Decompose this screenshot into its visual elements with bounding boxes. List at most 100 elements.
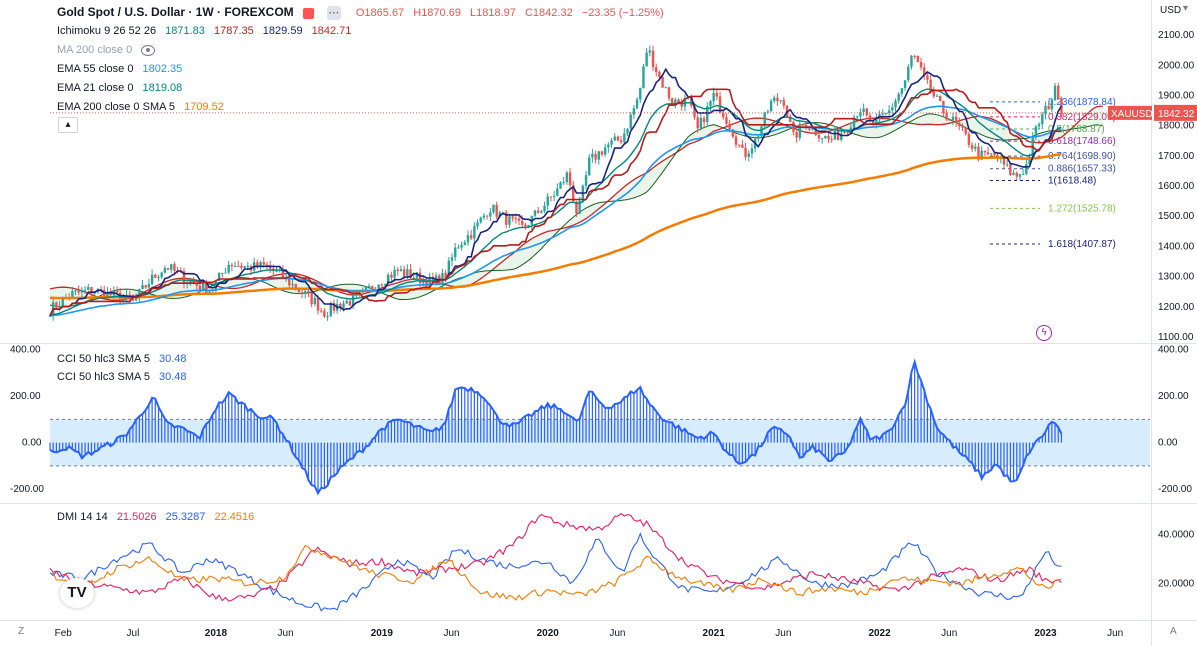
candle-body — [603, 147, 607, 155]
candle-body — [262, 262, 265, 265]
dmi-legend[interactable]: DMI 14 14 21.5026 25.3287 22.4516 — [57, 511, 260, 524]
cci-tick-label: 200.00 — [1158, 391, 1189, 402]
candle-body — [527, 225, 530, 227]
candle-body — [345, 300, 348, 304]
candle-body — [836, 131, 840, 140]
ema21-legend[interactable]: EMA 21 close 0 1819.08 — [57, 82, 188, 95]
candle-body — [846, 132, 849, 134]
candle-body — [814, 127, 817, 136]
candle-body — [588, 157, 591, 176]
candle-body — [731, 129, 734, 137]
symbol-title[interactable]: Gold Spot / U.S. Dollar · 1W · FOREXCOM — [57, 5, 294, 19]
candle-body — [103, 290, 106, 299]
dmi-tick-label: 20.0000 — [1158, 578, 1195, 589]
collapse-legend-button[interactable]: ▴ — [58, 117, 78, 133]
candle-body — [237, 265, 240, 267]
price-tick-label: 1600.00 — [1158, 181, 1195, 192]
flag-icon[interactable] — [302, 7, 314, 19]
candle-body — [811, 127, 814, 130]
currency-dropdown-icon[interactable]: ▾ — [1183, 3, 1189, 14]
candle-body — [945, 113, 948, 120]
ohlc-open: O1865.67 — [355, 7, 405, 19]
candle-body — [728, 123, 731, 130]
candle-body — [817, 135, 821, 139]
candle-body — [734, 136, 738, 145]
candle-body — [80, 289, 84, 293]
candle-body — [265, 264, 269, 266]
candle-body — [87, 287, 90, 290]
candle-body — [1002, 157, 1006, 165]
more-icon[interactable]: ⋯ — [326, 6, 341, 21]
candle-body — [913, 55, 916, 57]
time-tick-label: 2022 — [868, 628, 891, 639]
candle-body — [645, 52, 648, 67]
candle-body — [763, 112, 766, 127]
candle-body — [195, 283, 198, 286]
candle-body — [655, 67, 658, 72]
candle-body — [355, 294, 358, 296]
candle-body — [584, 175, 588, 186]
candle-body — [166, 268, 170, 270]
ohlc-low: L1818.97 — [470, 7, 516, 19]
candle-body — [469, 235, 473, 239]
candle-body — [246, 265, 250, 267]
candle-body — [447, 260, 451, 279]
candle-body — [173, 264, 176, 271]
candle-body — [77, 290, 80, 293]
lightning-icon[interactable]: ϟ — [1036, 325, 1052, 341]
fib-level-label: 1(1618.48) — [1048, 175, 1096, 186]
candle-body — [58, 306, 61, 308]
time-tick-label: Jun — [941, 628, 957, 639]
candle-body — [201, 282, 205, 290]
candle-body — [824, 135, 827, 139]
candle-body — [916, 55, 920, 63]
candle-body — [380, 284, 384, 286]
cci-legend-2[interactable]: CCI 50 hlc3 SMA 5 30.48 — [57, 371, 193, 384]
tradingview-logo[interactable]: TV — [60, 578, 94, 608]
fib-level-label: 1.618(1407.87) — [1048, 239, 1116, 250]
time-tick-label: Jul — [127, 628, 140, 639]
candle-body — [498, 212, 502, 217]
candle-body — [881, 113, 884, 115]
candle-body — [782, 100, 786, 106]
fib-level-label: 0.764(1698.90) — [1048, 151, 1116, 162]
candle-body — [505, 212, 508, 225]
candle-body — [670, 98, 674, 105]
candle-body — [48, 315, 52, 317]
ema55-value: 1802.35 — [142, 63, 183, 75]
ema200-legend[interactable]: EMA 200 close 0 SMA 5 1709.52 — [57, 101, 230, 114]
candle-body — [900, 88, 904, 94]
candle-body — [138, 289, 141, 298]
candle-body — [320, 310, 323, 312]
candle-body — [859, 111, 862, 117]
candle-body — [830, 139, 833, 141]
time-tick-label: Jun — [609, 628, 625, 639]
candle-body — [926, 75, 929, 80]
candle-body — [623, 133, 626, 143]
zoom-z-icon[interactable]: Z — [18, 626, 25, 637]
candle-body — [1047, 106, 1050, 110]
candle-body — [71, 291, 74, 298]
candle-body — [454, 247, 457, 258]
candle-body — [773, 97, 776, 101]
auto-scale-icon[interactable]: A — [1170, 626, 1177, 637]
hidden-eye-icon[interactable] — [141, 44, 156, 56]
ema55-legend[interactable]: EMA 55 close 0 1802.35 — [57, 63, 188, 76]
cci-legend-1[interactable]: CCI 50 hlc3 SMA 5 30.48 — [57, 353, 193, 366]
candle-body — [709, 101, 712, 107]
ichimoku-legend[interactable]: Ichimoku 9 26 52 26 1871.83 1787.35 1829… — [57, 25, 357, 38]
candle-body — [517, 218, 521, 221]
candle-body — [664, 87, 667, 89]
candle-body — [217, 272, 221, 281]
candle-body — [970, 144, 974, 149]
candle-body — [827, 135, 830, 140]
candle-body — [233, 265, 237, 267]
ichimoku-v4: 1842.71 — [311, 25, 352, 37]
candle-body — [591, 153, 594, 158]
currency-label[interactable]: USD — [1160, 5, 1182, 16]
candle-body — [619, 140, 623, 143]
ema200-label: EMA 200 close 0 SMA 5 — [57, 101, 176, 113]
price-tick-label: 1900.00 — [1158, 90, 1195, 101]
ma200-legend[interactable]: MA 200 close 0 — [57, 44, 161, 57]
